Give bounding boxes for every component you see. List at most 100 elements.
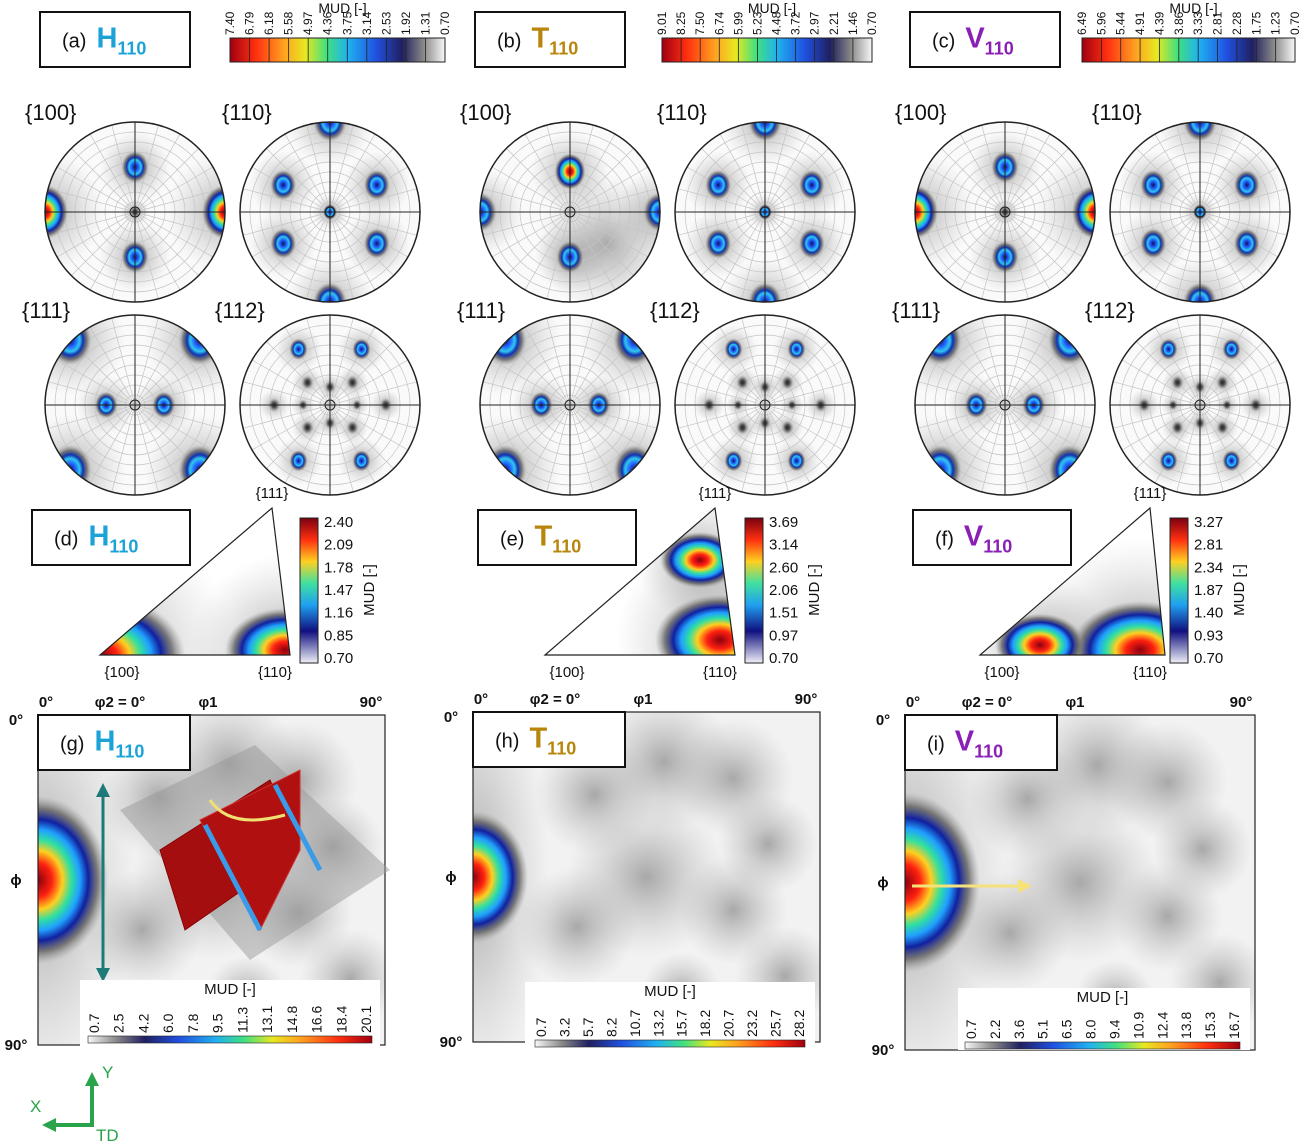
panel-subscript: 110 <box>115 742 144 762</box>
colorbar-tick-label: 15.3 <box>1202 1012 1218 1039</box>
colorbar-tick-label: 1.40 <box>1194 605 1223 622</box>
figure: (a)H110MUD [-]7.406.796.185.584.974.363.… <box>0 0 1306 1142</box>
triad-label: TD <box>96 1126 119 1142</box>
colorbar-tick-label: 3.14 <box>360 11 374 35</box>
colorbar-tick-label: 7.8 <box>185 1013 201 1033</box>
colorbar-tick-label: 0.70 <box>1288 11 1302 35</box>
colorbar-tick-label: 1.75 <box>1249 11 1263 35</box>
pole-figure <box>240 315 420 495</box>
colorbar <box>745 518 763 663</box>
colorbar-tick-label: 2.81 <box>1194 537 1223 554</box>
colorbar-tick-label: 8.25 <box>674 11 688 35</box>
axis-label: 0° <box>39 694 53 711</box>
intensity-blob <box>705 170 731 201</box>
colorbar-title: MUD [-] <box>644 983 696 1000</box>
intensity-blob <box>484 445 527 495</box>
colorbar-title: MUD [-] <box>1231 564 1248 616</box>
colorbar-tick-label: 3.72 <box>789 11 803 35</box>
colorbar <box>88 1036 372 1043</box>
intensity-blob <box>1216 375 1228 389</box>
colorbar-tick-label: 1.87 <box>1194 582 1223 599</box>
panel-letter: (h) <box>495 731 519 753</box>
colorbar-tick-label: 0.93 <box>1194 627 1223 644</box>
colorbar-tick-label: 6.79 <box>243 11 257 35</box>
axis-label: 90° <box>795 691 818 708</box>
intensity-blob <box>178 445 221 495</box>
colorbar-tick-label: 28.2 <box>791 1010 807 1037</box>
colorbar-tick-label: 0.7 <box>533 1017 549 1037</box>
triad-label: Y <box>102 1063 113 1082</box>
colorbar-tick-label: 13.8 <box>1178 1012 1194 1039</box>
colorbar-tick-label: 2.40 <box>324 514 353 531</box>
axis-label: 90° <box>5 1037 28 1054</box>
panel-name: V <box>955 726 975 758</box>
intensity-blob <box>1140 170 1166 201</box>
pole-figure-label: {100} <box>25 100 76 125</box>
pole-figure-label: {110} <box>222 100 272 125</box>
colorbar-tick-label: 6.18 <box>262 11 276 35</box>
intensity-blob <box>613 445 656 495</box>
colorbar-tick-label: 3.2 <box>556 1017 572 1037</box>
colorbar-tick-label: 10.7 <box>627 1010 643 1037</box>
intensity-blob <box>781 375 793 389</box>
colorbar-tick-label: 0.85 <box>324 627 353 644</box>
triad-label: X <box>30 1097 41 1116</box>
axis-label: 0° <box>444 709 458 726</box>
axis-label: φ2 = 0° <box>95 694 146 711</box>
colorbar-tick-label: 5.99 <box>731 11 745 35</box>
panel-letter: (a) <box>62 31 86 53</box>
ipf-corner-label: {110} <box>1133 664 1167 681</box>
colorbar-tick-label: 2.06 <box>769 582 798 599</box>
ipf-corner-label: {111} <box>1134 485 1167 502</box>
colorbar-tick-label: 2.53 <box>379 11 393 35</box>
colorbar-tick-label: 1.23 <box>1269 11 1283 35</box>
colorbar-tick-label: 2.34 <box>1194 559 1223 576</box>
axis-label: 0° <box>906 694 920 711</box>
intensity-blob <box>1234 228 1260 259</box>
intensity-blob <box>736 375 748 389</box>
intensity-blob <box>1171 420 1183 434</box>
axis-label: ϕ <box>10 872 21 889</box>
ipf-corner-label: {110} <box>703 664 737 681</box>
colorbar-tick-label: 4.97 <box>301 11 315 35</box>
panel-letter: (d) <box>54 529 78 551</box>
intensity-blob <box>352 338 370 360</box>
colorbar <box>662 38 872 62</box>
colorbar-tick-label: 4.36 <box>321 11 335 35</box>
intensity-blob <box>724 338 742 360</box>
intensity-blob <box>1171 375 1183 389</box>
axis-label: 90° <box>360 694 383 711</box>
colorbar <box>300 518 318 663</box>
intensity-blob <box>346 375 358 389</box>
intensity-blob <box>736 420 748 434</box>
panel-subscript: 110 <box>552 537 581 557</box>
panel-name: V <box>965 23 985 55</box>
colorbar-tick-label: 16.7 <box>1226 1012 1242 1039</box>
colorbar-tick-label: 13.1 <box>259 1006 275 1033</box>
intensity-blob <box>660 532 740 588</box>
colorbar-tick-label: 9.01 <box>655 11 669 35</box>
arrow-head <box>85 1072 99 1086</box>
colorbar-title: MUD [-] <box>1077 989 1129 1006</box>
panel-name: T <box>534 521 552 553</box>
colorbar <box>965 1042 1240 1049</box>
colorbar <box>535 1040 805 1047</box>
intensity-blob <box>1234 170 1260 201</box>
colorbar-tick-label: 4.39 <box>1152 11 1166 35</box>
ipf-corner-label: {100} <box>549 664 584 681</box>
pole-figure-label: {111} <box>457 298 505 323</box>
colorbar-tick-label: 18.2 <box>697 1010 713 1037</box>
intensity-blob <box>364 228 390 259</box>
pole-figure-label: {100} <box>895 100 946 125</box>
colorbar-tick-label: 1.46 <box>846 11 860 35</box>
colorbar-tick-label: 6.5 <box>1059 1019 1075 1039</box>
colorbar-tick-label: 9.5 <box>210 1013 226 1033</box>
pole-figure <box>1110 315 1290 495</box>
pole-figure-label: {100} <box>460 100 511 125</box>
intensity-blob <box>781 420 793 434</box>
colorbar-tick-label: 1.16 <box>324 605 353 622</box>
colorbar-tick-label: 8.2 <box>603 1017 619 1037</box>
colorbar-tick-label: 0.7 <box>963 1019 979 1039</box>
ipf-corner-label: {100} <box>104 664 139 681</box>
colorbar-tick-label: 0.70 <box>324 650 353 667</box>
